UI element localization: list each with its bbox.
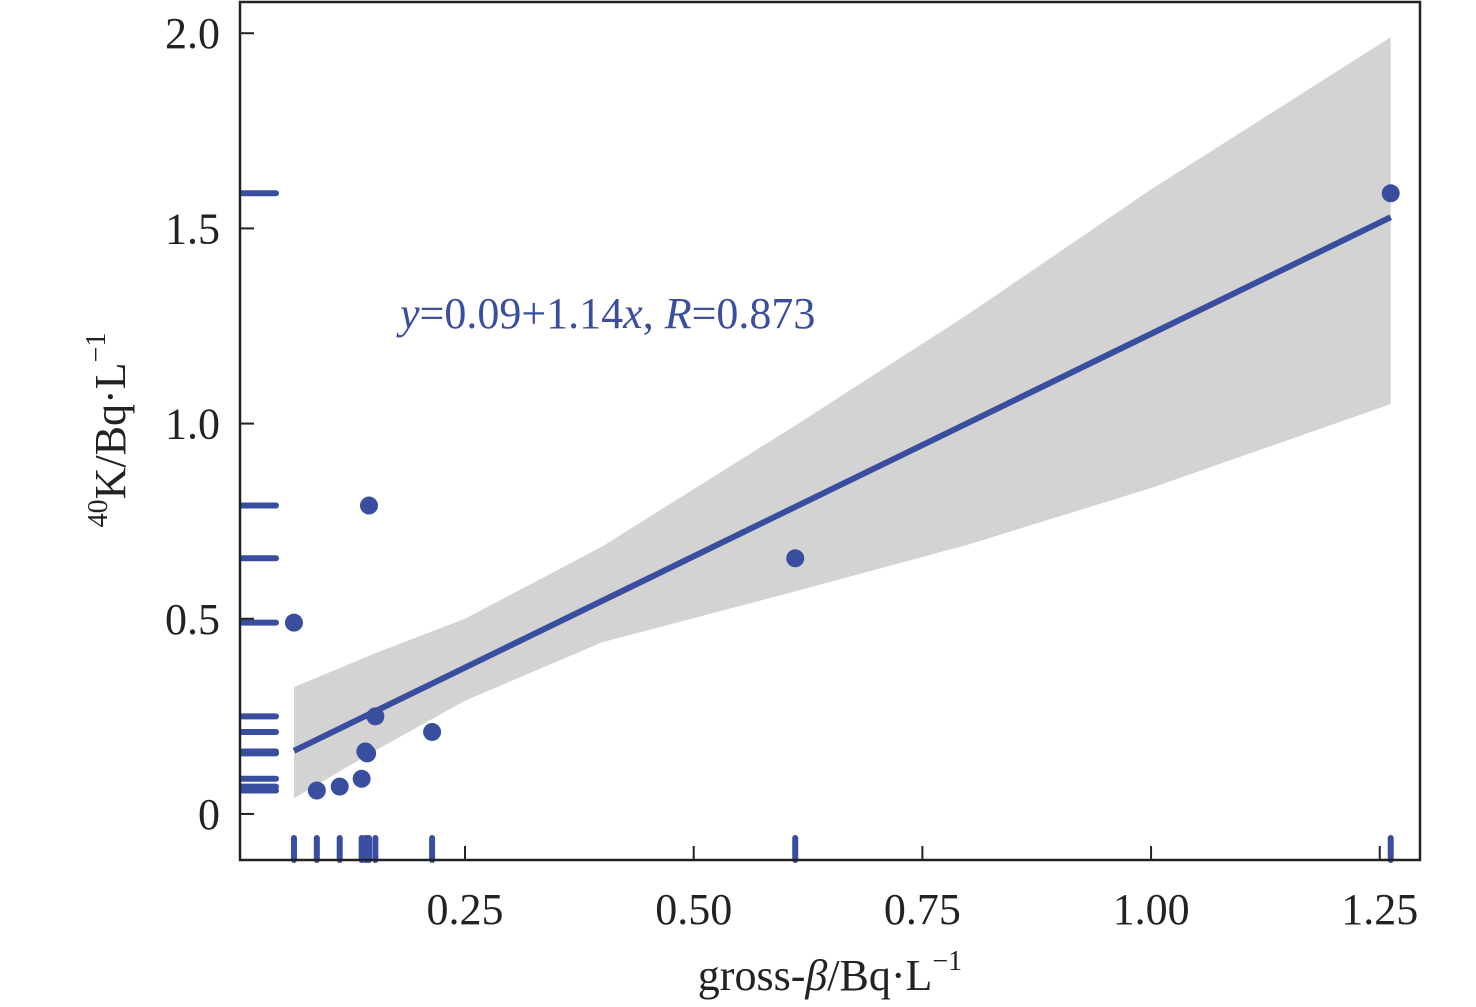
rug-marks-layer	[239, 190, 1394, 863]
x-axis-title-prefix: gross-	[698, 951, 806, 1000]
x-axis-title-unit: /Bq·L	[827, 951, 932, 1000]
y-tick-label: 0.5	[165, 595, 220, 644]
data-point	[330, 777, 349, 796]
x-tick-label: 0.75	[884, 885, 961, 934]
confidence-band	[294, 37, 1391, 799]
x-axis-title-symbol: β	[804, 951, 827, 1000]
y-tick-label: 2.0	[165, 9, 220, 58]
equation-separator: ,	[643, 289, 665, 338]
data-points-layer	[284, 184, 1400, 800]
data-point	[366, 707, 385, 726]
equation-x-var: x	[622, 289, 643, 338]
y-tick-label: 1.0	[165, 400, 220, 449]
data-point	[359, 496, 378, 515]
y-axis-title: 40K/Bq·L−1	[81, 333, 135, 528]
y-axis-title-exponent: −1	[81, 333, 112, 363]
equation-coefficients: =0.09+1.14	[420, 289, 624, 338]
data-point	[423, 722, 442, 741]
y-tick-label: 0	[198, 790, 220, 839]
y-tick-label: 1.5	[165, 204, 220, 253]
equation-r-var: R	[664, 289, 692, 338]
equation-y-var: y	[396, 289, 420, 338]
x-axis-ticks: 0.25 0.50 0.75 1.00 1.25	[427, 846, 1418, 934]
x-axis-title-exponent: −1	[932, 946, 962, 977]
data-point	[307, 781, 326, 800]
plot-frame	[238, 0, 1422, 862]
x-axis-title: gross-β/Bq·L−1	[698, 946, 962, 1000]
regression-line-layer	[292, 214, 1393, 754]
equation-r-value: =0.873	[692, 289, 816, 338]
data-point	[358, 744, 377, 763]
data-point	[284, 613, 303, 632]
regression-equation: y=0.09+1.14x, R=0.873	[396, 289, 815, 338]
x-tick-label: 1.25	[1341, 885, 1418, 934]
x-tick-label: 0.25	[427, 885, 504, 934]
confidence-band-layer	[294, 37, 1391, 799]
data-point	[1381, 184, 1400, 203]
y-axis-title-isotope: 40	[83, 499, 114, 527]
y-axis-ticks: 0 0.5 1.0 1.5 2.0	[165, 9, 254, 839]
x-tick-label: 0.50	[655, 885, 732, 934]
x-tick-label: 1.00	[1113, 885, 1190, 934]
regression-line	[292, 214, 1393, 754]
data-point	[352, 769, 371, 788]
data-point	[786, 549, 805, 568]
y-axis-title-main: K/Bq·L	[86, 362, 135, 499]
